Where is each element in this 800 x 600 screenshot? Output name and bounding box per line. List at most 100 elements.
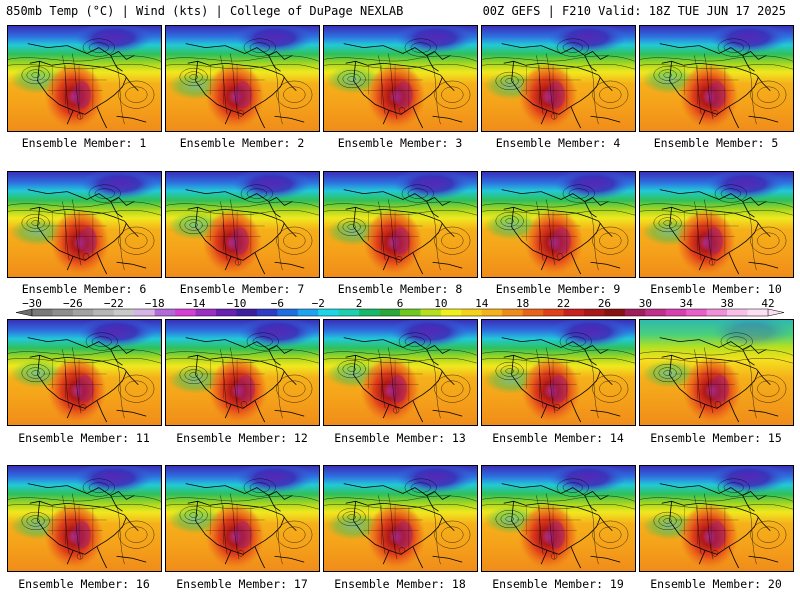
colorbar-tick-label: 26 [598, 297, 611, 310]
colorbar-segment [359, 309, 380, 316]
ensemble-member-label: Ensemble Member: 8 [337, 282, 463, 296]
ensemble-member-label: Ensemble Member: 15 [650, 431, 782, 445]
ensemble-member-label: Ensemble Member: 7 [179, 282, 305, 296]
ensemble-member-map [165, 25, 320, 132]
ensemble-member-map [165, 171, 320, 278]
colorbar-segment [481, 309, 503, 316]
colorbar-segment [338, 309, 360, 316]
colorbar-segment [440, 309, 462, 316]
colorbar-segment [727, 309, 748, 316]
ensemble-member-map [323, 465, 478, 572]
colorbar-tick-label: −10 [227, 297, 247, 310]
ensemble-member-map [7, 171, 162, 278]
colorbar-outline [31, 308, 769, 317]
colorbar-segment [665, 309, 687, 316]
ensemble-member-map [323, 319, 478, 426]
colorbar-segment [604, 309, 626, 316]
colorbar-tick-label: −22 [104, 297, 124, 310]
ensemble-member-map [639, 171, 794, 278]
ensemble-member-label: Ensemble Member: 20 [650, 577, 782, 591]
colorbar-segment [216, 309, 237, 316]
colorbar-segment [747, 309, 769, 316]
colorbar-segment [461, 309, 483, 316]
colorbar-segment [624, 309, 646, 316]
ensemble-member-map [639, 25, 794, 132]
colorbar-tick-label: 14 [475, 297, 489, 310]
ensemble-member-label: Ensemble Member: 16 [18, 577, 150, 591]
colorbar-segment [154, 309, 176, 316]
colorbar-segment [522, 309, 544, 316]
colorbar-max-arrow [767, 308, 785, 317]
ensemble-member-label: Ensemble Member: 13 [334, 431, 466, 445]
chart-title: 850mb Temp (°C) | Wind (kts) | College o… [6, 4, 404, 18]
ensemble-member-label: Ensemble Member: 11 [18, 431, 150, 445]
colorbar-min-arrow [15, 308, 33, 317]
colorbar-segment [543, 309, 564, 316]
ensemble-member-map [481, 25, 636, 132]
ensemble-member-label: Ensemble Member: 3 [337, 136, 463, 150]
colorbar-segment [563, 309, 585, 316]
colorbar-tick-label: 30 [639, 297, 652, 310]
ensemble-member-label: Ensemble Member: 18 [334, 577, 466, 591]
colorbar-tick-label: −14 [186, 297, 206, 310]
colorbar-segment [686, 309, 707, 316]
colorbar-segment [93, 309, 115, 316]
colorbar-segment [502, 309, 523, 316]
ensemble-member-label: Ensemble Member: 19 [492, 577, 624, 591]
colorbar-segment [32, 309, 53, 316]
ensemble-member-map [165, 465, 320, 572]
colorbar-tick-label: −18 [145, 297, 165, 310]
colorbar-segment [297, 309, 319, 316]
ensemble-member-map [323, 25, 478, 132]
ensemble-member-map [7, 25, 162, 132]
ensemble-member-map [481, 171, 636, 278]
temperature-colorbar: −30 −26 −22 −18 −14 −10 −6 −2 2 6 10 14 18 22 26 30 34 38… [15, 297, 785, 317]
colorbar-tick-label: 34 [680, 297, 694, 310]
model-run-label: 00Z GEFS | F210 Valid: 18Z TUE JUN 17 20… [482, 4, 786, 18]
ensemble-member-map [323, 171, 478, 278]
ensemble-member-label: Ensemble Member: 4 [495, 136, 621, 150]
colorbar-tick-label: 42 [761, 297, 774, 310]
ensemble-member-label: Ensemble Member: 12 [176, 431, 308, 445]
colorbar-tick-label: −2 [312, 297, 325, 310]
ensemble-member-label: Ensemble Member: 6 [21, 282, 147, 296]
colorbar-tick-label: −6 [271, 297, 284, 310]
ensemble-member-label: Ensemble Member: 5 [653, 136, 779, 150]
colorbar-tick-label: −26 [63, 297, 83, 310]
colorbar-segment [113, 309, 135, 316]
colorbar-segment [420, 309, 442, 316]
colorbar-segment [400, 309, 421, 316]
colorbar-tick-label: 10 [434, 297, 447, 310]
ensemble-member-label: Ensemble Member: 1 [21, 136, 147, 150]
colorbar-segment [379, 309, 401, 316]
ensemble-member-label: Ensemble Member: 2 [179, 136, 305, 150]
ensemble-member-label: Ensemble Member: 14 [492, 431, 624, 445]
colorbar-segment [318, 309, 339, 316]
colorbar-tick-label: 22 [557, 297, 570, 310]
colorbar-segment [706, 309, 728, 316]
colorbar-segment [584, 309, 605, 316]
ensemble-member-map [481, 319, 636, 426]
colorbar-tick-label: 38 [720, 297, 733, 310]
colorbar-segment [195, 309, 217, 316]
colorbar-segment [256, 309, 278, 316]
colorbar-segment [52, 309, 74, 316]
ensemble-member-map [165, 319, 320, 426]
ensemble-member-map [481, 465, 636, 572]
colorbar-tick-label: 6 [397, 297, 404, 310]
ensemble-member-label: Ensemble Member: 9 [495, 282, 621, 296]
colorbar-tick-label: −30 [22, 297, 42, 310]
ensemble-member-label: Ensemble Member: 10 [650, 282, 782, 296]
colorbar-segment [175, 309, 196, 316]
ensemble-member-map [7, 319, 162, 426]
colorbar-segment [236, 309, 258, 316]
colorbar-segment [72, 309, 94, 316]
colorbar-tick-label: 2 [356, 297, 363, 310]
ensemble-member-map [7, 465, 162, 572]
colorbar-tick-label: 18 [516, 297, 529, 310]
ensemble-member-label: Ensemble Member: 17 [176, 577, 308, 591]
ensemble-member-map [639, 465, 794, 572]
colorbar-segment [134, 309, 155, 316]
ensemble-member-map [639, 319, 794, 426]
colorbar-segment [645, 309, 667, 316]
